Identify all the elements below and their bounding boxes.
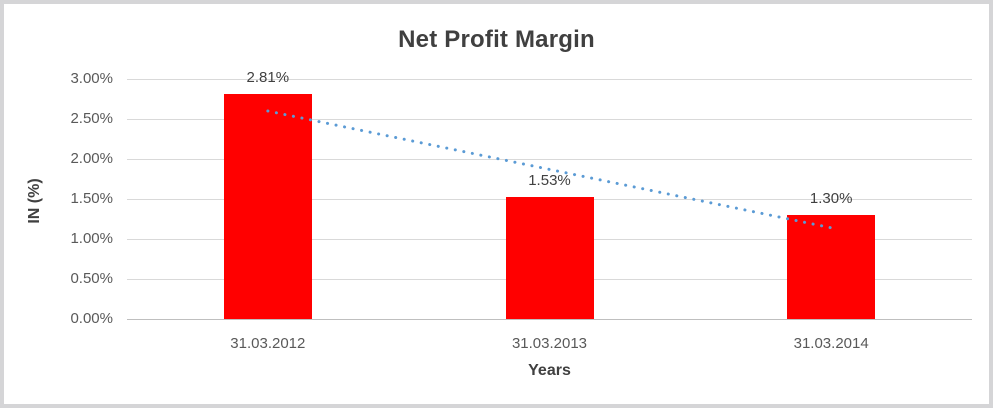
x-tick-label: 31.03.2014 xyxy=(793,335,869,352)
bar-31.03.2013 xyxy=(505,196,594,319)
y-tick-label: 3.00% xyxy=(70,70,113,87)
bar-31.03.2014 xyxy=(787,215,876,319)
y-tick-label: 0.00% xyxy=(70,310,113,327)
gridline xyxy=(127,79,972,80)
bar-value-label: 1.53% xyxy=(528,171,571,189)
y-tick-label: 0.50% xyxy=(70,270,113,287)
bar-31.03.2012 xyxy=(223,94,312,319)
x-axis-title: Years xyxy=(528,362,571,379)
bar-value-label: 2.81% xyxy=(246,69,290,87)
y-tick-label: 1.50% xyxy=(70,190,113,207)
y-tick-label: 1.00% xyxy=(70,230,113,247)
y-axis-title: IN (%) xyxy=(26,178,43,224)
chart-title: Net Profit Margin xyxy=(398,26,595,53)
x-tick-label: 31.03.2013 xyxy=(511,335,588,352)
y-tick-label: 2.50% xyxy=(70,110,113,127)
bar-value-label: 1.30% xyxy=(809,190,853,207)
x-axis-line xyxy=(127,319,972,320)
x-tick-label: 31.03.2012 xyxy=(230,335,306,352)
y-tick-label: 2.00% xyxy=(70,150,113,167)
